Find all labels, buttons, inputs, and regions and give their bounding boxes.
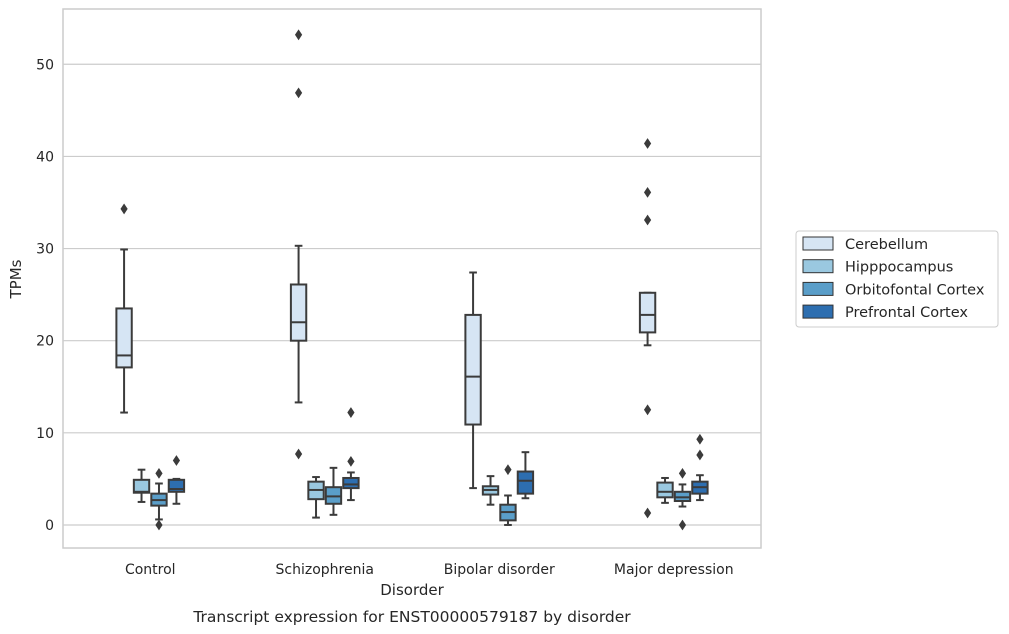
- x-axis-label: Disorder: [380, 581, 444, 599]
- box-orbitofontal-cortex-major-depression: [673, 467, 692, 531]
- iqr-box: [464, 313, 482, 426]
- legend-label: Cerebellum: [845, 237, 928, 253]
- y-tick-label: 10: [36, 426, 54, 442]
- legend-swatch: [802, 281, 834, 296]
- outlier-point: [643, 214, 652, 226]
- outlier-point: [172, 455, 181, 466]
- y-tick-label: 40: [36, 149, 54, 165]
- chart-caption: Transcript expression for ENST0000057918…: [192, 608, 631, 626]
- outlier-point: [643, 138, 652, 149]
- iqr-box: [342, 476, 360, 490]
- y-tick-labels: 0 10 20 30 40 50: [36, 57, 54, 534]
- outlier-point: [347, 407, 355, 418]
- x-tick-label: Schizophrenia: [276, 562, 374, 578]
- plot-area: [63, 9, 761, 548]
- box-orbitofontal-cortex-control: [150, 467, 168, 531]
- boxes: [115, 29, 709, 531]
- outlier-point: [643, 404, 652, 416]
- box-hipppocampus-control: [132, 468, 151, 503]
- box-prefrontal-cortex-control: [167, 455, 186, 505]
- legend-frame: [795, 230, 999, 328]
- box-orbitofontal-cortex-schizophrenia: [324, 466, 343, 516]
- y-axis-label: TPMs: [7, 259, 25, 299]
- y-tick-label: 20: [36, 334, 54, 350]
- legend-swatch: [802, 236, 834, 251]
- box-cerebellum-schizophrenia: [289, 29, 308, 460]
- legend-swatch: [802, 304, 834, 319]
- box-hipppocampus-bipolar-disorder: [481, 475, 500, 506]
- x-tick-labels: Control Schizophrenia Bipolar disorder Majo…: [125, 562, 734, 578]
- box-orbitofontal-cortex-bipolar-disorder: [499, 464, 517, 526]
- y-tick-label: 0: [45, 518, 54, 534]
- x-tick-label: Bipolar disorder: [444, 562, 555, 578]
- iqr-box: [516, 470, 535, 495]
- outlier-point: [294, 29, 303, 41]
- box-cerebellum-major-depression: [638, 138, 657, 519]
- outlier-point: [155, 519, 163, 531]
- iqr-box: [167, 478, 186, 493]
- box-prefrontal-cortex-schizophrenia: [342, 407, 360, 502]
- outlier-point: [696, 433, 704, 445]
- iqr-box: [132, 478, 151, 494]
- y-tick-label: 30: [36, 242, 54, 258]
- y-tick-label: 50: [36, 57, 54, 73]
- iqr-box: [638, 291, 657, 334]
- outlier-point: [155, 467, 163, 479]
- x-tick-label: Major depression: [614, 562, 734, 578]
- plot-frame: [62, 8, 762, 549]
- iqr-box: [289, 283, 308, 342]
- outlier-point: [696, 449, 704, 461]
- legend: Cerebellum Hipppocampus Orbitofontal Corte…: [795, 230, 999, 328]
- box-prefrontal-cortex-major-depression: [691, 433, 709, 502]
- outlier-point: [678, 467, 687, 479]
- box-cerebellum-bipolar-disorder: [464, 271, 482, 490]
- legend-label: Orbitofontal Cortex: [845, 282, 985, 298]
- box-cerebellum-control: [115, 203, 133, 414]
- box-hipppocampus-schizophrenia: [307, 476, 325, 519]
- outlier-point: [347, 455, 355, 467]
- iqr-box: [656, 481, 674, 499]
- outlier-point: [120, 203, 128, 215]
- outlier-point: [678, 519, 687, 531]
- outlier-point: [643, 507, 652, 519]
- y-gridlines: [63, 63, 761, 526]
- outlier-point: [643, 186, 652, 198]
- iqr-box: [115, 307, 133, 369]
- legend-label: Hipppocampus: [845, 260, 953, 276]
- x-tick-label: Control: [125, 562, 176, 578]
- legend-label: Prefrontal Cortex: [845, 305, 968, 321]
- outlier-point: [504, 464, 512, 476]
- outlier-point: [294, 448, 303, 460]
- outlier-point: [294, 87, 303, 99]
- legend-swatch: [802, 259, 834, 274]
- box-prefrontal-cortex-bipolar-disorder: [516, 451, 535, 500]
- box-hipppocampus-major-depression: [656, 476, 674, 504]
